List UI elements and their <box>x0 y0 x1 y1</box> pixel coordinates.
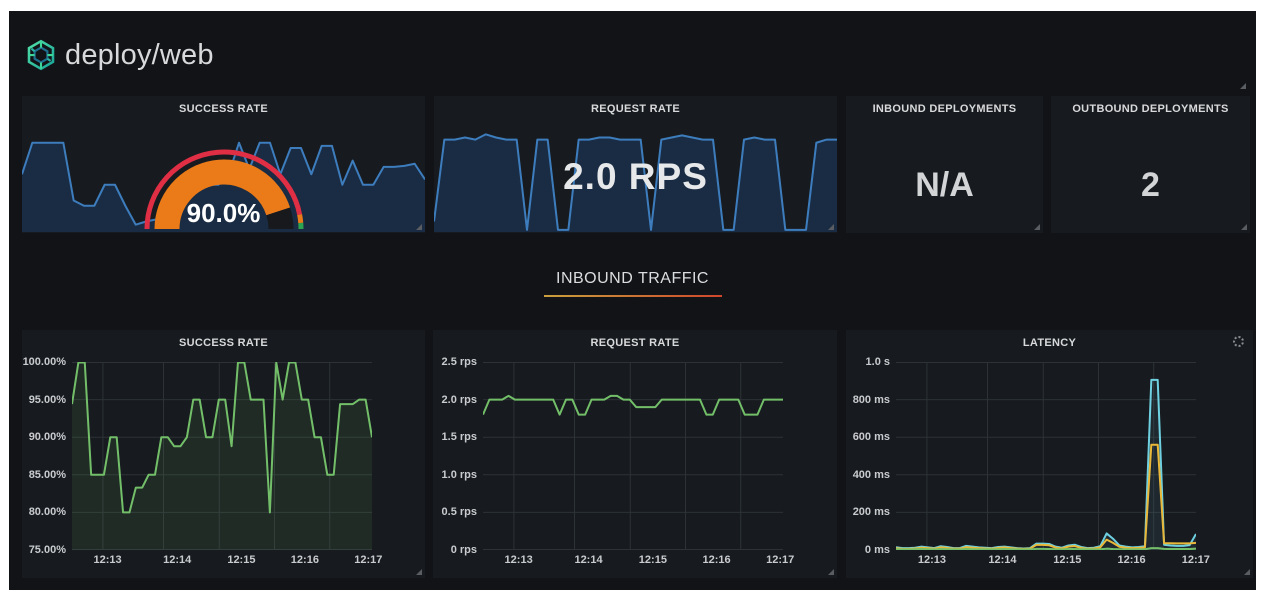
x-tick-label: 12:15 <box>1053 554 1082 566</box>
resize-handle-icon[interactable] <box>1034 224 1040 230</box>
request-rate-sparkline[interactable] <box>434 127 837 232</box>
panel-title[interactable]: OUTBOUND DEPLOYMENTS <box>1072 103 1229 115</box>
success-rate-gauge[interactable]: 90.0% <box>139 137 309 233</box>
panel-title[interactable]: SUCCESS RATE <box>179 337 268 349</box>
y-tick-label: 90.00% <box>28 431 66 444</box>
y-tick-label: 1.0 rps <box>441 468 477 481</box>
y-tick-label: 100.00% <box>22 356 66 368</box>
request-rate-value: 2.0 RPS <box>563 156 708 197</box>
y-tick-label: 600 ms <box>852 431 890 444</box>
request-rate-chart[interactable] <box>483 362 783 550</box>
x-axis-labels: 12:13 12:14 12:15 12:16 12:17 <box>896 554 1245 569</box>
x-tick-label: 12:17 <box>354 554 383 566</box>
resize-handle-icon[interactable] <box>1241 224 1247 230</box>
x-axis-labels: 12:13 12:14 12:15 12:16 12:17 <box>72 554 417 569</box>
panel-request-rate-graph: REQUEST RATE 2.5 rps 2.0 rps 1.5 rps 1.0 rp… <box>433 330 837 578</box>
x-tick-label: 12:13 <box>504 554 533 566</box>
resize-handle-icon[interactable] <box>828 569 834 575</box>
y-tick-label: 800 ms <box>852 393 890 406</box>
y-tick-label: 1.0 s <box>865 356 890 368</box>
y-tick-label: 85.00% <box>28 468 66 481</box>
y-tick-label: 400 ms <box>852 468 890 481</box>
y-tick-label: 0.5 rps <box>441 506 477 519</box>
x-tick-label: 12:17 <box>1181 554 1210 566</box>
section-underline <box>543 295 722 297</box>
y-axis-labels: 1.0 s 800 ms 600 ms 400 ms 200 ms 0 ms <box>846 356 890 556</box>
panel-success-rate-stat: SUCCESS RATE 90.0% <box>22 96 425 233</box>
panel-latency-graph: LATENCY 1.0 s 800 ms 600 ms 400 ms 200 ms 0 m… <box>846 330 1253 578</box>
section-header: INBOUND TRAFFIC <box>9 270 1256 297</box>
y-tick-label: 0 rps <box>450 544 477 556</box>
y-tick-label: 95.00% <box>28 393 66 406</box>
success-rate-chart[interactable] <box>72 362 372 550</box>
panel-title[interactable]: INBOUND DEPLOYMENTS <box>872 103 1017 115</box>
y-tick-label: 200 ms <box>852 506 890 519</box>
panel-success-rate-graph: SUCCESS RATE 100.00% 95.00% 90.00% 85.00% 80… <box>22 330 425 578</box>
latency-chart[interactable] <box>896 362 1196 550</box>
y-tick-label: 2.0 rps <box>441 393 477 406</box>
panel-inbound-deployments: INBOUND DEPLOYMENTS N/A <box>846 96 1043 233</box>
panel-outbound-deployments: OUTBOUND DEPLOYMENTS 2 <box>1051 96 1250 233</box>
x-tick-label: 12:16 <box>702 554 731 566</box>
section-title: INBOUND TRAFFIC <box>556 270 709 287</box>
gauge-value: 90.0% <box>186 198 261 228</box>
x-tick-label: 12:13 <box>917 554 947 566</box>
x-tick-label: 12:15 <box>227 554 256 566</box>
x-tick-label: 12:14 <box>163 554 192 566</box>
panel-request-rate-stat: REQUEST RATE 2.0 RPS <box>434 96 837 233</box>
y-tick-label: 1.5 rps <box>441 431 477 444</box>
resize-handle-icon[interactable] <box>1240 83 1246 89</box>
panel-title[interactable]: LATENCY <box>1022 337 1077 349</box>
x-tick-label: 12:13 <box>93 554 122 566</box>
x-tick-label: 12:17 <box>766 554 795 566</box>
resize-handle-icon[interactable] <box>416 569 422 575</box>
x-tick-label: 12:15 <box>638 554 667 566</box>
y-tick-label: 2.5 rps <box>441 356 477 368</box>
loading-spinner-icon <box>1233 336 1244 347</box>
x-tick-label: 12:14 <box>988 554 1017 566</box>
x-tick-label: 12:14 <box>574 554 603 566</box>
deploy-logo-icon <box>27 39 55 71</box>
resize-handle-icon[interactable] <box>416 224 422 230</box>
panel-title[interactable]: REQUEST RATE <box>590 337 680 349</box>
y-axis-labels: 2.5 rps 2.0 rps 1.5 rps 1.0 rps 0.5 rps 0 rps <box>433 356 477 556</box>
x-axis-labels: 12:13 12:14 12:15 12:16 12:17 <box>483 554 829 569</box>
y-tick-label: 80.00% <box>28 506 66 519</box>
gauge-arc <box>144 149 304 230</box>
resize-handle-icon[interactable] <box>1244 569 1250 575</box>
dashboard-header: deploy/web <box>24 38 214 72</box>
resize-handle-icon[interactable] <box>828 224 834 230</box>
panel-title[interactable]: SUCCESS RATE <box>179 103 268 115</box>
x-tick-label: 12:16 <box>290 554 319 566</box>
y-tick-label: 0 ms <box>864 544 890 556</box>
panel-title[interactable]: REQUEST RATE <box>591 103 680 115</box>
inbound-deployments-value: N/A <box>915 166 974 204</box>
x-tick-label: 12:16 <box>1117 554 1146 566</box>
dashboard-title: deploy/web <box>65 38 214 71</box>
outbound-deployments-value: 2 <box>1141 166 1160 204</box>
grafana-dashboard: deploy/web SUCCESS RATE 90.0% REQUEST RA… <box>9 11 1256 590</box>
y-tick-label: 75.00% <box>28 544 66 556</box>
y-axis-labels: 100.00% 95.00% 90.00% 85.00% 80.00% 75.00% <box>22 356 66 556</box>
